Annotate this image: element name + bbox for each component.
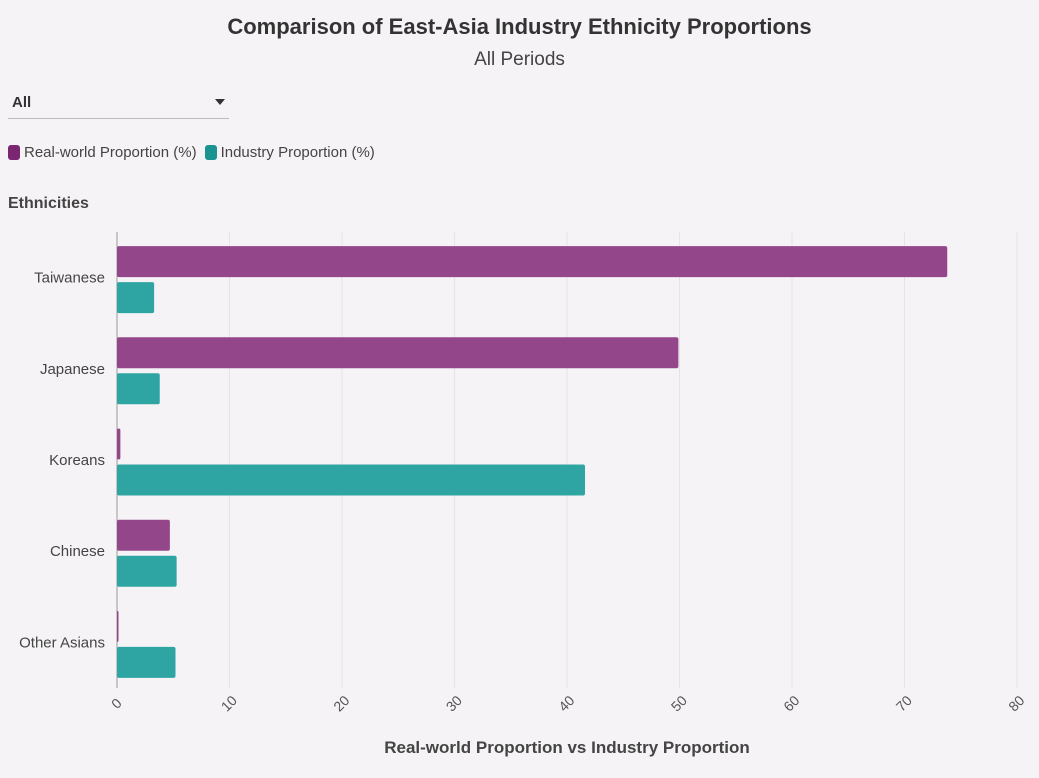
x-tick-label-60: 60 — [780, 692, 802, 714]
bar-japanese-real-world[interactable] — [117, 337, 679, 369]
bar-japanese-industry[interactable] — [117, 373, 160, 405]
legend-swatch-real-world — [8, 145, 20, 160]
x-tick-label-50: 50 — [668, 692, 690, 714]
x-tick-label-40: 40 — [555, 692, 577, 714]
category-label-taiwanese: Taiwanese — [34, 270, 105, 287]
x-tick-label-0: 0 — [108, 695, 125, 712]
legend-item-industry[interactable]: Industry Proportion (%) — [204, 144, 375, 161]
legend-label-industry: Industry Proportion (%) — [220, 144, 375, 161]
period-filter-dropdown[interactable]: All — [8, 90, 229, 119]
category-label-koreans: Koreans — [49, 452, 105, 469]
x-tick-label-70: 70 — [893, 692, 915, 714]
category-label-other-asians: Other Asians — [19, 634, 105, 651]
chart-title: Comparison of East-Asia Industry Ethnici… — [227, 14, 812, 39]
x-axis-title: Real-world Proportion vs Industry Propor… — [384, 738, 750, 757]
category-label-japanese: Japanese — [40, 361, 105, 378]
bar-other-asians-real-world[interactable] — [117, 610, 119, 642]
bar-chinese-real-world[interactable] — [117, 519, 170, 551]
category-label-chinese: Chinese — [50, 543, 105, 560]
chevron-down-icon[interactable] — [215, 99, 225, 105]
bar-chinese-industry[interactable] — [117, 555, 177, 587]
legend: Real-world Proportion (%) Industry Propo… — [8, 144, 383, 161]
legend-swatch-industry — [204, 145, 217, 160]
legend-label-real-world: Real-world Proportion (%) — [24, 144, 197, 161]
x-tick-label-10: 10 — [218, 692, 240, 714]
bar-taiwanese-industry[interactable] — [117, 282, 155, 314]
legend-item-real-world[interactable]: Real-world Proportion (%) — [8, 144, 197, 161]
bar-taiwanese-real-world[interactable] — [117, 246, 948, 278]
bar-other-asians-industry[interactable] — [117, 646, 176, 678]
bar-koreans-industry[interactable] — [117, 464, 585, 496]
chart-subtitle: All Periods — [474, 49, 565, 70]
y-axis-title: Ethnicities — [8, 195, 89, 212]
x-tick-label-20: 20 — [330, 692, 352, 714]
x-tick-label-80: 80 — [1005, 692, 1027, 714]
bar-koreans-real-world[interactable] — [117, 428, 121, 460]
period-filter-value: All — [12, 94, 32, 111]
x-tick-label-30: 30 — [443, 692, 465, 714]
